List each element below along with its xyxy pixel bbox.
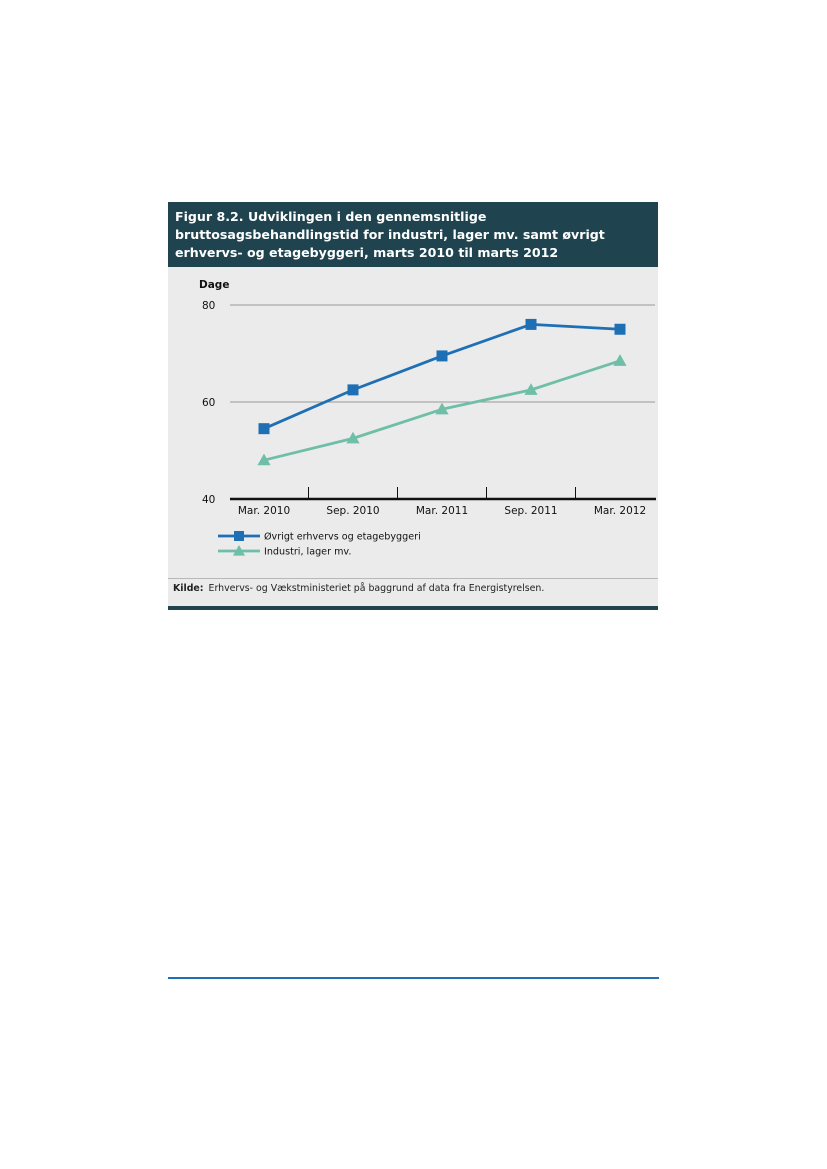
data-point	[234, 531, 244, 541]
x-tick-label: Sep. 2010	[326, 505, 379, 517]
data-point	[436, 350, 448, 362]
y-tick-label: 80	[202, 300, 215, 312]
source-divider	[168, 578, 658, 579]
grid-lines	[230, 304, 655, 403]
data-point	[613, 354, 627, 366]
y-axis-label: Dage	[199, 279, 229, 291]
figure-box: Figur 8.2. Udviklingen i den gennemsnitl…	[168, 202, 658, 610]
legend: Øvrigt erhvervs og etagebyggeri Industri,…	[218, 531, 421, 558]
legend-label: Øvrigt erhvervs og etagebyggeri	[264, 531, 421, 543]
data-point	[232, 544, 246, 556]
axes: Dage 40 60 80 Mar. 2010 Sep. 2010 Mar. 2011 Sep…	[199, 279, 656, 517]
data-point	[346, 431, 360, 444]
data-point	[258, 423, 270, 435]
figure-title: Figur 8.2. Udviklingen i den gennemsnitl…	[175, 209, 605, 260]
figure-source: Kilde: Erhvervs- og Vækstministeriet på b…	[173, 583, 544, 594]
data-point	[257, 453, 271, 466]
data-point	[347, 384, 359, 396]
data-point	[614, 323, 626, 335]
data-point	[524, 383, 538, 395]
x-tick-label: Mar. 2011	[416, 505, 468, 517]
x-tick-label: Mar. 2012	[594, 505, 646, 517]
figure-header: Figur 8.2. Udviklingen i den gennemsnitl…	[168, 202, 658, 267]
legend-label: Industri, lager mv.	[264, 547, 351, 558]
source-label: Kilde:	[173, 583, 204, 594]
series-layer	[257, 318, 627, 466]
source-text: Erhvervs- og Vækstministeriet på baggrun…	[208, 583, 545, 594]
y-tick-label: 40	[202, 494, 215, 506]
data-point	[435, 402, 449, 415]
x-tick-label: Mar. 2010	[238, 505, 290, 517]
y-tick-label: 60	[202, 397, 215, 409]
data-point	[525, 318, 537, 330]
page-footer-rule	[168, 977, 659, 979]
x-tick-label: Sep. 2011	[504, 505, 557, 517]
figure-bottom-bar	[168, 606, 658, 610]
line-chart: Dage 40 60 80 Mar. 2010 Sep. 2010 Mar. 2011 Sep…	[199, 279, 656, 558]
